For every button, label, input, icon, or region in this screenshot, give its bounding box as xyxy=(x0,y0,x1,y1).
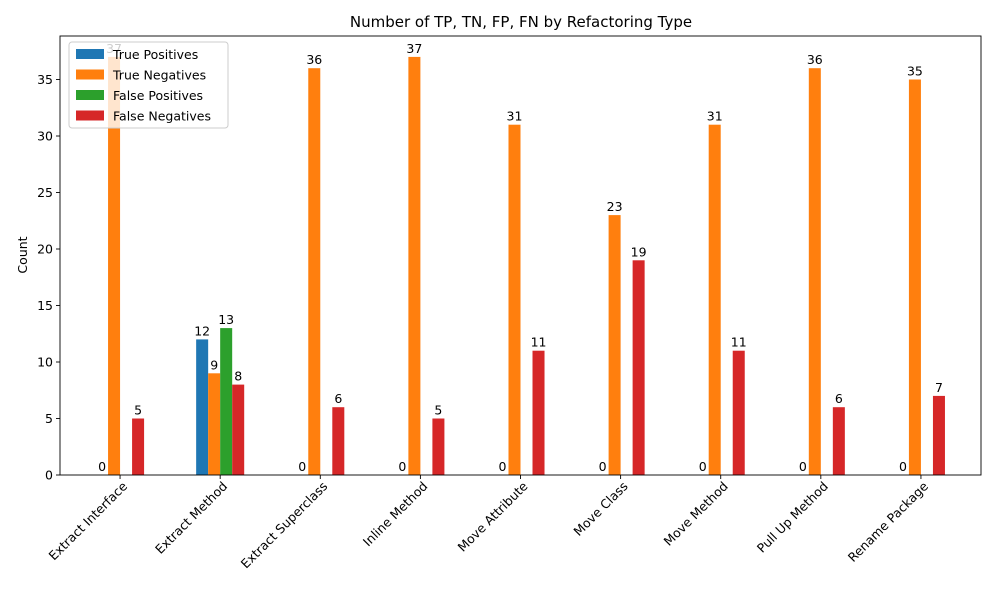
data-label: 11 xyxy=(531,335,547,350)
bar xyxy=(132,418,145,475)
data-label: 0 xyxy=(298,459,306,474)
legend-box xyxy=(68,41,229,129)
series-true-positives: 0 12 0 0 0 0 0 0 0 xyxy=(98,323,907,475)
data-label: 0 xyxy=(398,459,406,474)
data-label: 35 xyxy=(907,64,923,79)
y-tick-label: 15 xyxy=(37,298,53,313)
y-tick-label: 35 xyxy=(37,72,53,87)
bar xyxy=(932,395,945,475)
legend-label: False Positives xyxy=(113,88,203,103)
legend-swatch xyxy=(76,110,104,121)
legend-label: False Negatives xyxy=(113,109,211,124)
data-label: 5 xyxy=(434,403,442,418)
series-false-negatives: 5 8 6 5 11 19 11 6 7 xyxy=(132,244,945,475)
bar xyxy=(220,328,233,475)
data-label: 0 xyxy=(98,459,106,474)
bar xyxy=(832,407,845,475)
bar xyxy=(532,350,545,475)
legend-swatch xyxy=(76,69,104,80)
y-tick-label: 10 xyxy=(37,355,53,370)
bar xyxy=(732,350,745,475)
y-tick-label: 20 xyxy=(37,242,53,257)
data-label: 31 xyxy=(507,109,523,124)
data-label: 0 xyxy=(599,459,607,474)
data-label: 0 xyxy=(899,459,907,474)
bar xyxy=(308,68,321,475)
data-label: 8 xyxy=(234,369,242,384)
legend: True Positives True Negatives False Positi… xyxy=(68,41,229,129)
bar xyxy=(208,373,221,475)
data-label: 23 xyxy=(607,199,623,214)
legend-label: True Negatives xyxy=(112,68,206,83)
data-label: 6 xyxy=(835,391,843,406)
bar xyxy=(232,384,245,475)
data-label: 0 xyxy=(499,459,507,474)
chart-title: Number of TP, TN, FP, FN by Refactoring … xyxy=(350,13,692,31)
y-tick-label: 25 xyxy=(37,185,53,200)
bar xyxy=(508,124,521,475)
legend-swatch xyxy=(76,90,104,100)
bar xyxy=(808,68,821,475)
data-label: 36 xyxy=(306,52,322,67)
data-label: 37 xyxy=(406,41,422,56)
y-tick-label: 0 xyxy=(45,468,53,483)
bar xyxy=(432,418,445,475)
data-label: 6 xyxy=(334,391,342,406)
bar xyxy=(108,56,121,476)
bar xyxy=(708,124,721,475)
data-label: 5 xyxy=(134,403,142,418)
data-label: 0 xyxy=(699,459,707,474)
data-label: 13 xyxy=(218,312,234,327)
series-true-negatives: 37936373123313635 xyxy=(106,41,923,476)
y-tick-label: 5 xyxy=(45,411,53,426)
bar xyxy=(608,215,621,475)
y-tick-label: 30 xyxy=(37,129,53,144)
series-false-positives: 13 xyxy=(218,312,234,475)
y-axis-label: Count xyxy=(15,236,30,273)
bar xyxy=(632,260,645,475)
data-label: 11 xyxy=(731,335,747,350)
legend-label: True Positives xyxy=(112,47,198,62)
bar xyxy=(196,339,209,475)
bar xyxy=(908,79,921,475)
legend-swatch xyxy=(76,49,104,59)
bar xyxy=(332,407,345,475)
data-label: 0 xyxy=(799,459,807,474)
data-label: 36 xyxy=(807,52,823,67)
data-label: 31 xyxy=(707,109,723,124)
data-label: 7 xyxy=(935,380,943,395)
data-label: 19 xyxy=(631,244,647,259)
bar xyxy=(408,56,421,476)
data-label: 9 xyxy=(210,357,218,372)
data-label: 12 xyxy=(194,323,210,338)
